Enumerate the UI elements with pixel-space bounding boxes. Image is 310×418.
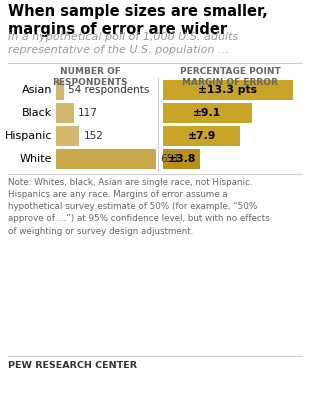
Text: White: White — [20, 154, 52, 164]
Text: ±9.1: ±9.1 — [193, 108, 222, 118]
Text: ±13.3 pts: ±13.3 pts — [198, 85, 258, 95]
Bar — [163, 103, 252, 123]
Bar — [163, 126, 240, 146]
Bar — [56, 103, 74, 123]
Text: 651: 651 — [160, 154, 180, 164]
Text: ±7.9: ±7.9 — [188, 131, 216, 141]
Text: NUMBER OF
RESPONDENTS: NUMBER OF RESPONDENTS — [52, 67, 128, 87]
Text: Hispanic: Hispanic — [5, 131, 52, 141]
Text: ±3.8: ±3.8 — [167, 154, 196, 164]
Text: 54 respondents: 54 respondents — [68, 85, 150, 95]
Text: PERCENTAGE POINT
MARGIN OF ERROR: PERCENTAGE POINT MARGIN OF ERROR — [179, 67, 280, 87]
Text: Asian: Asian — [21, 85, 52, 95]
Text: In a hypothetical poll of 1,000 U.S. adults
representative of the U.S. populatio: In a hypothetical poll of 1,000 U.S. adu… — [8, 32, 238, 55]
Bar — [163, 149, 200, 169]
Text: When sample sizes are smaller,
margins of error are wider: When sample sizes are smaller, margins o… — [8, 4, 268, 37]
Bar — [56, 149, 156, 169]
Bar — [56, 80, 64, 100]
Text: Note: Whites, black, Asian are single race, not Hispanic.
Hispanics are any race: Note: Whites, black, Asian are single ra… — [8, 178, 270, 236]
Text: 152: 152 — [83, 131, 103, 141]
Bar — [56, 126, 79, 146]
Text: PEW RESEARCH CENTER: PEW RESEARCH CENTER — [8, 361, 137, 370]
Text: 117: 117 — [78, 108, 98, 118]
Text: Black: Black — [22, 108, 52, 118]
Bar — [163, 80, 293, 100]
